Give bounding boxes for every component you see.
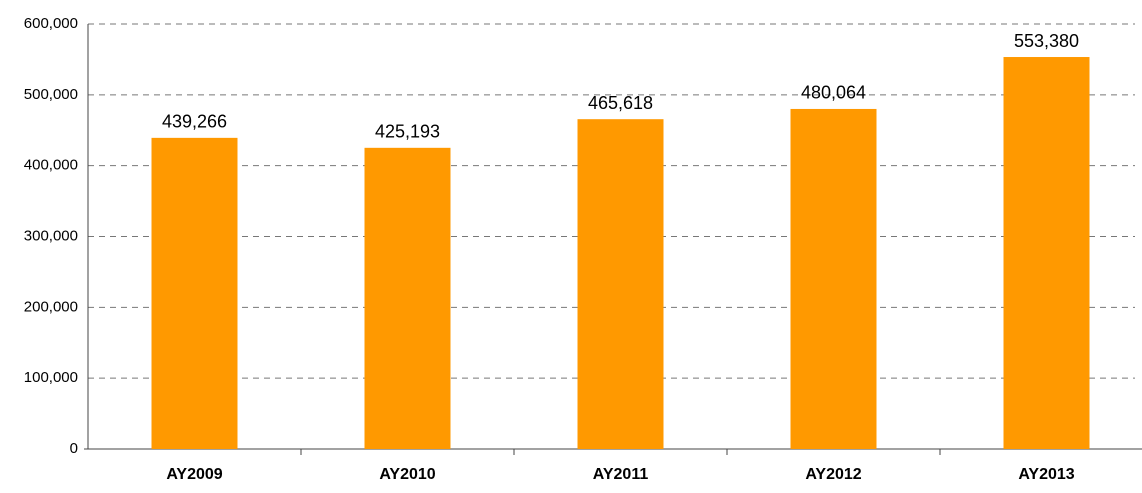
data-label: 439,266: [162, 112, 227, 132]
data-label: 465,618: [588, 93, 653, 113]
bar: [577, 119, 664, 449]
y-tick-label: 100,000: [24, 369, 78, 386]
bar: [151, 137, 238, 449]
y-tick-label: 200,000: [24, 298, 78, 315]
x-tick-label: AY2010: [379, 466, 435, 483]
x-tick-label: AY2011: [593, 466, 649, 483]
x-tick-label: AY2012: [805, 466, 861, 483]
bar: [790, 108, 877, 450]
data-label: 480,064: [801, 83, 866, 103]
y-tick-label: 0: [70, 440, 78, 457]
y-tick-label: 500,000: [24, 86, 78, 103]
bar: [364, 147, 451, 449]
data-label: 553,380: [1014, 31, 1079, 51]
y-tick-label: 600,000: [24, 15, 78, 32]
x-tick-label: AY2013: [1018, 466, 1074, 483]
y-tick-label: 300,000: [24, 227, 78, 244]
bar: [1003, 57, 1090, 450]
y-tick-label: 400,000: [24, 157, 78, 174]
x-tick-label: AY2009: [166, 466, 222, 483]
data-label: 425,193: [375, 122, 440, 142]
